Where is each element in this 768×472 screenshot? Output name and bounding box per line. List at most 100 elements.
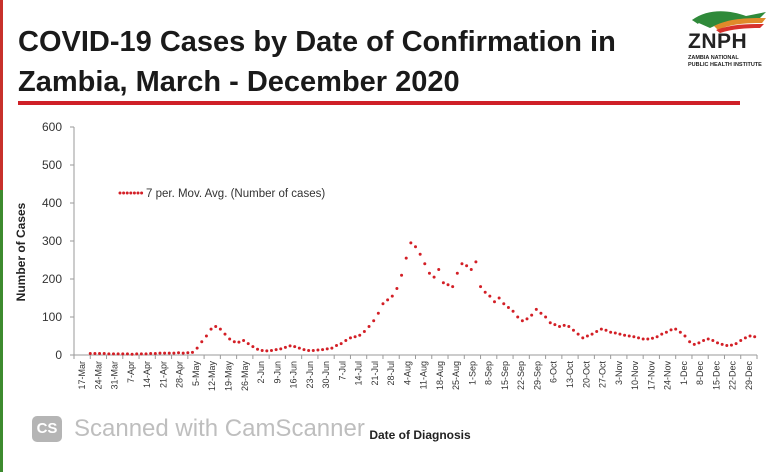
data-point — [660, 332, 664, 336]
data-point — [204, 334, 208, 338]
data-point — [688, 340, 692, 344]
data-point — [325, 347, 329, 351]
data-point — [571, 328, 575, 332]
x-tick-label: 11-Aug — [419, 361, 429, 389]
data-point — [692, 342, 696, 346]
legend-label: 7 per. Mov. Avg. (Number of cases) — [146, 188, 325, 200]
x-tick-label: 27-Oct — [598, 361, 608, 389]
x-tick-label: 16-Jun — [289, 361, 299, 389]
title-underline — [18, 101, 740, 105]
data-point — [567, 325, 571, 328]
data-point — [706, 337, 710, 341]
y-tick-label: 500 — [42, 158, 62, 172]
data-point — [502, 302, 506, 306]
data-point — [251, 345, 255, 349]
data-point — [274, 348, 278, 352]
y-tick-label: 100 — [42, 310, 62, 324]
camscanner-icon: CS — [32, 416, 62, 442]
data-point — [497, 296, 501, 300]
legend: 7 per. Mov. Avg. (Number of cases) — [118, 188, 325, 200]
x-tick-label: 15-Sep — [500, 361, 510, 390]
data-point — [632, 335, 636, 339]
data-point — [720, 342, 724, 346]
x-tick-label: 29-Dec — [744, 361, 754, 391]
logo-abbr: ZNPH — [688, 30, 748, 53]
data-point — [748, 334, 752, 338]
data-point — [195, 346, 199, 350]
legend-marker-dot — [118, 191, 122, 195]
data-point — [344, 339, 348, 343]
data-point — [400, 273, 404, 277]
x-tick-label: 1-Sep — [467, 361, 477, 385]
data-point — [678, 330, 682, 334]
data-point — [302, 348, 306, 352]
x-tick-label: 8-Dec — [695, 361, 705, 386]
data-point — [223, 332, 227, 336]
legend-marker-dot — [132, 191, 136, 195]
data-point — [558, 325, 562, 328]
x-tick-label: 28-Jul — [386, 361, 396, 386]
x-tick-label: 18-Aug — [435, 361, 445, 390]
data-point — [646, 337, 650, 341]
x-tick-label: 13-Oct — [565, 361, 575, 389]
data-point — [330, 346, 334, 350]
data-point — [200, 340, 204, 344]
data-point — [474, 260, 478, 264]
data-point — [260, 348, 264, 352]
legend-marker-dot — [122, 191, 126, 195]
data-point — [348, 336, 352, 340]
data-point — [664, 330, 668, 334]
data-point — [321, 348, 325, 352]
data-point — [283, 345, 287, 349]
data-point — [316, 348, 320, 352]
x-tick-label: 7-Apr — [126, 361, 136, 383]
data-point — [297, 346, 301, 350]
watermark-text: Scanned with CamScanner — [74, 415, 365, 442]
legend-marker-dot — [136, 191, 140, 195]
data-point — [409, 241, 413, 245]
data-point — [376, 311, 380, 315]
x-tick-label: 31-Mar — [110, 361, 120, 390]
data-point — [149, 351, 153, 355]
data-point — [153, 351, 157, 355]
x-tick-label: 24-Mar — [93, 361, 103, 390]
data-point — [98, 351, 102, 355]
data-point — [307, 348, 311, 352]
data-point — [386, 298, 390, 302]
data-point — [395, 287, 399, 290]
data-point — [669, 328, 673, 332]
data-point — [534, 307, 538, 311]
data-point — [423, 262, 427, 266]
x-tick-label: 21-Jul — [370, 361, 380, 386]
data-point — [465, 264, 469, 268]
data-point — [553, 323, 557, 327]
x-tick-label: 22-Dec — [728, 361, 738, 391]
data-point — [228, 337, 232, 341]
x-tick-label: 14-Apr — [142, 361, 152, 388]
data-point — [390, 294, 394, 298]
data-point — [581, 336, 585, 340]
data-point — [339, 342, 343, 346]
data-point — [674, 327, 678, 331]
x-tick-label: 12-May — [207, 361, 217, 392]
camscanner-watermark: CS Scanned with CamScanner — [32, 414, 365, 444]
data-point — [590, 332, 594, 336]
data-point — [218, 327, 222, 331]
data-point — [269, 348, 273, 352]
page-title: COVID-19 Cases by Date of Confirmation i… — [18, 22, 668, 102]
data-point — [702, 339, 706, 343]
data-point — [311, 348, 315, 352]
data-point — [181, 351, 185, 355]
data-point — [492, 300, 496, 304]
data-point — [177, 351, 181, 355]
data-point — [418, 252, 422, 256]
y-tick-label: 600 — [42, 120, 62, 134]
data-point — [358, 333, 362, 337]
data-point — [734, 342, 738, 346]
data-point — [479, 285, 483, 289]
data-point — [279, 347, 283, 351]
x-tick-label: 3-Nov — [614, 361, 624, 386]
data-point — [641, 337, 645, 341]
x-tick-label: 24-Nov — [663, 361, 673, 391]
data-point — [599, 327, 603, 331]
